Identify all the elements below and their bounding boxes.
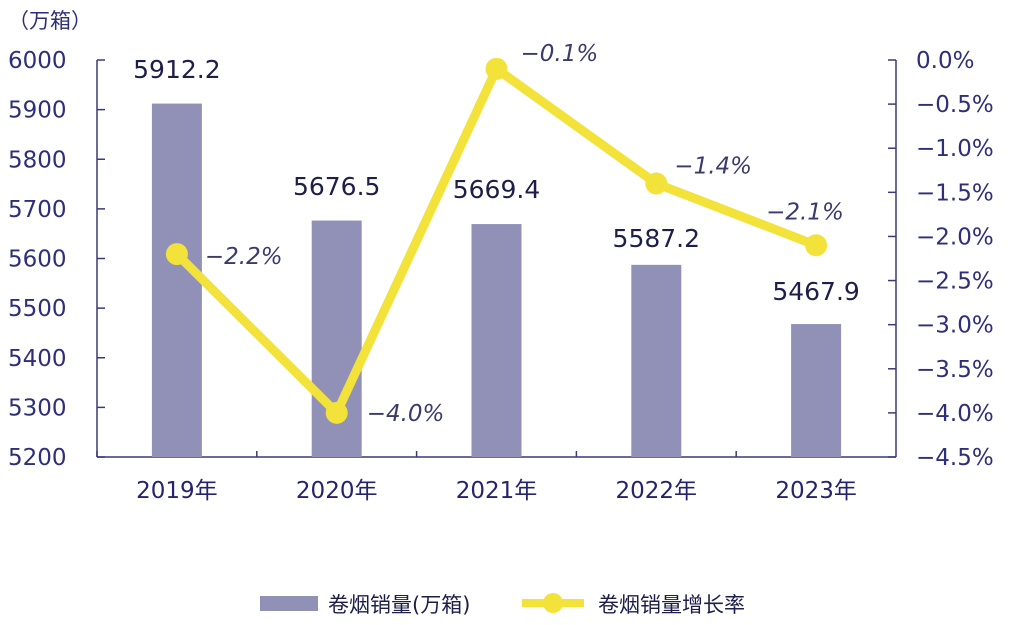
line-value-label: −2.2%: [205, 244, 283, 270]
left-tick-label: 5700: [8, 197, 67, 223]
bar-value-labels: 5912.2 5676.5 5669.4 5587.2 5467.9: [133, 55, 860, 306]
x-tick-label: 2022年: [616, 478, 698, 504]
left-tick-label: 5300: [8, 395, 67, 421]
line-point: [325, 401, 348, 424]
bar-series: [151, 103, 842, 458]
bar: [791, 324, 842, 457]
right-tick-label: 0.0%: [916, 48, 974, 74]
line-point: [485, 57, 508, 80]
x-tick-label: 2023年: [775, 478, 857, 504]
legend-line-marker: [543, 593, 563, 613]
right-tick-label: −4.0%: [916, 401, 994, 427]
line-value-label: −1.4%: [674, 154, 752, 180]
line-point: [165, 243, 188, 266]
line-value-labels: −2.2% −4.0% −0.1% −1.4% −2.1%: [205, 41, 844, 427]
bar: [151, 103, 202, 458]
right-tick-label: −4.5%: [916, 445, 994, 471]
left-tick-label: 5800: [8, 147, 67, 173]
bar-value-label: 5467.9: [772, 277, 859, 306]
right-tick-label: −0.5%: [916, 92, 994, 118]
left-tick-label: 5900: [8, 98, 67, 124]
bar-value-label: 5676.5: [293, 172, 380, 201]
left-tick-label: 5600: [8, 247, 67, 273]
bar-value-label: 5669.4: [453, 175, 540, 204]
x-tick-label: 2021年: [456, 478, 538, 504]
left-tick-label: 5200: [8, 445, 67, 471]
line-value-label: −2.1%: [766, 199, 844, 225]
x-tick-label: 2019年: [136, 478, 218, 504]
line-point: [645, 172, 668, 195]
legend-bar-label: 卷烟销量(万箱): [328, 593, 470, 617]
bar: [471, 224, 522, 457]
right-tick-label: −2.0%: [916, 224, 994, 250]
right-tick-label: −1.5%: [916, 180, 994, 206]
legend: 卷烟销量(万箱) 卷烟销量增长率: [260, 593, 745, 617]
legend-bar-swatch: [260, 596, 318, 611]
right-tick-label: −2.5%: [916, 269, 994, 295]
line-value-label: −0.1%: [521, 41, 599, 67]
x-tick-label: 2020年: [296, 478, 378, 504]
bar-value-label: 5587.2: [613, 224, 700, 253]
right-tick-label: −1.0%: [916, 136, 994, 162]
line-point: [805, 234, 828, 257]
left-tick-label: 5500: [8, 296, 67, 322]
bar: [631, 264, 682, 457]
left-tick-label: 5400: [8, 346, 67, 372]
left-tick-label: 6000: [8, 48, 67, 74]
right-axis-ticks: 0.0% −0.5% −1.0% −1.5% −2.0% −2.5% −3.0% −3.5% −…: [888, 48, 994, 471]
legend-line-label: 卷烟销量增长率: [598, 593, 745, 617]
line-series: [165, 57, 828, 424]
left-axis-ticks: 6000 5900 5800 5700 5600 5500 5400 5300 5200: [8, 48, 105, 471]
x-axis-ticks: 2019年 2020年 2021年 2022年 2023年: [96, 451, 857, 504]
line-value-label: −4.0%: [367, 401, 445, 427]
right-tick-label: −3.0%: [916, 313, 994, 339]
bar-value-label: 5912.2: [133, 55, 220, 84]
right-tick-label: −3.5%: [916, 357, 994, 383]
left-axis-unit-label: （万箱）: [8, 9, 92, 33]
